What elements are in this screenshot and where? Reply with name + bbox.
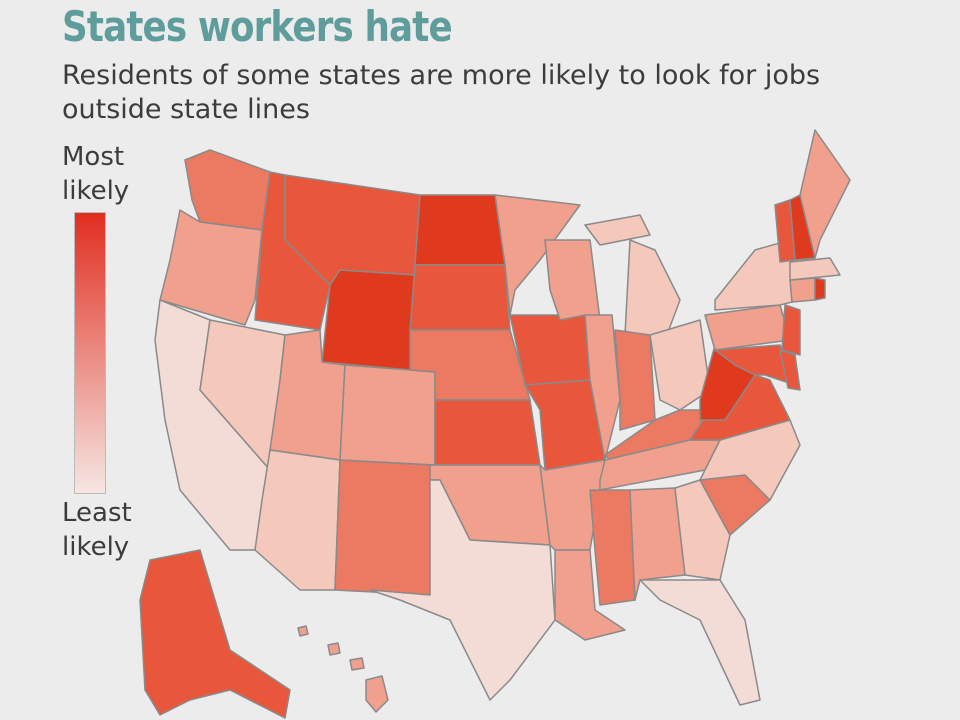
state (789, 277, 816, 303)
state (589, 489, 636, 606)
state (369, 479, 556, 701)
state (639, 579, 761, 706)
state (184, 149, 271, 231)
state (674, 479, 731, 581)
state (434, 399, 541, 466)
state (159, 209, 263, 326)
state (799, 129, 851, 259)
legend-label-line: Least (62, 498, 132, 528)
state (297, 625, 309, 637)
state (139, 549, 291, 719)
state (339, 364, 436, 466)
state (614, 329, 656, 431)
state (321, 269, 416, 371)
state (704, 304, 791, 351)
subtitle: Residents of some states are more likely… (62, 60, 821, 91)
state (624, 239, 681, 341)
state (584, 314, 621, 461)
state (789, 257, 841, 281)
legend-label: Most likely (62, 140, 129, 208)
state (629, 487, 686, 601)
state (554, 549, 626, 641)
state (494, 194, 581, 316)
legend-gradient (74, 212, 106, 494)
legend-label-line: Most (62, 142, 125, 172)
state (509, 314, 591, 386)
state (779, 349, 801, 391)
state (781, 304, 801, 356)
legend-label: Least likely (62, 496, 132, 564)
state (544, 239, 601, 321)
legend-label-line: likely (62, 532, 130, 562)
state (414, 194, 506, 266)
state (584, 214, 651, 246)
state (409, 264, 511, 331)
state (814, 277, 826, 301)
state (649, 319, 711, 411)
state (254, 449, 341, 591)
state (365, 675, 389, 713)
title: States workers hate (62, 2, 453, 51)
legend-label-line: likely (62, 176, 130, 206)
subtitle: outside state lines (62, 94, 310, 125)
state (349, 657, 365, 671)
state (327, 642, 341, 656)
state (334, 459, 431, 596)
